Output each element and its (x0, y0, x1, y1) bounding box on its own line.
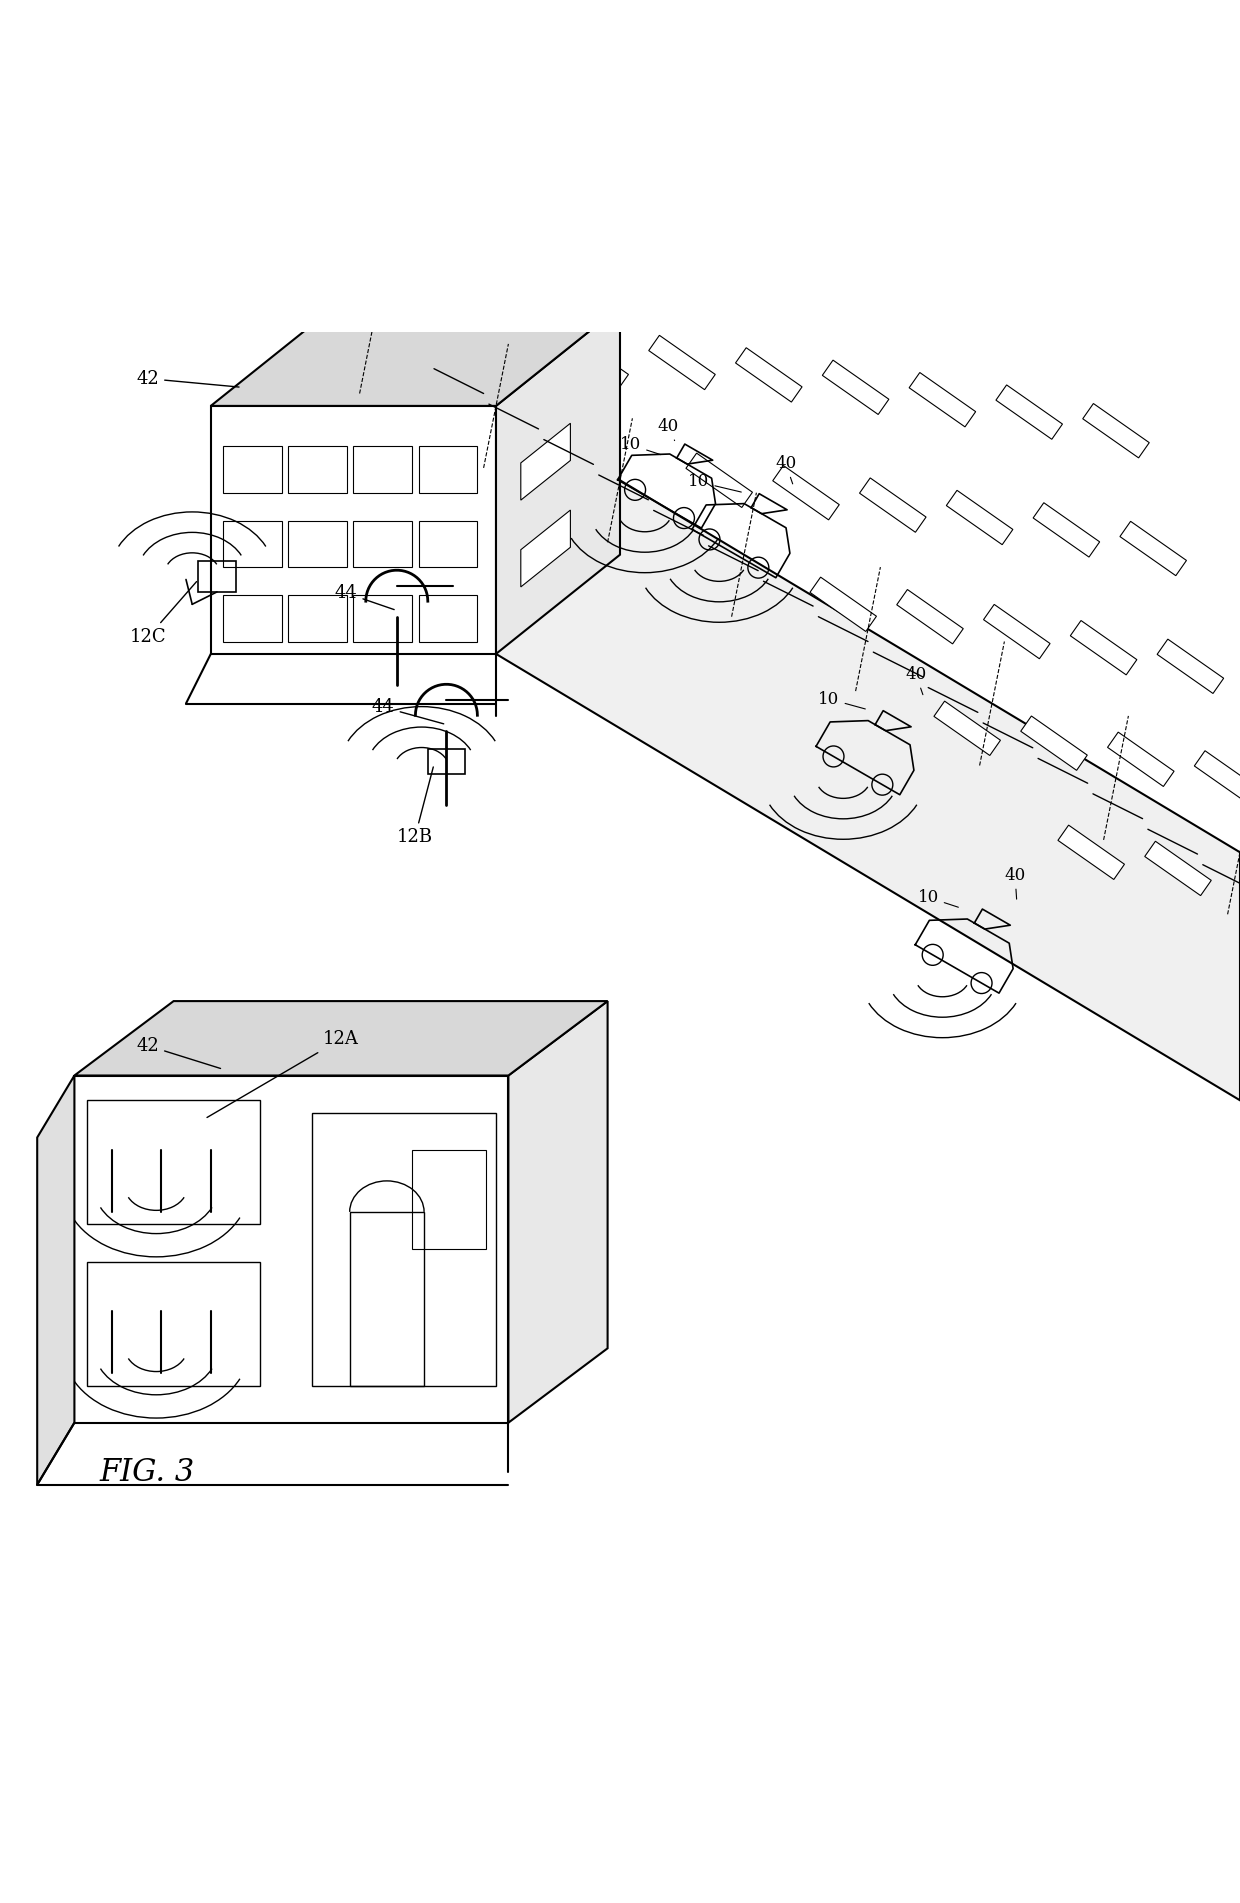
Polygon shape (810, 577, 877, 632)
Text: 44: 44 (335, 584, 394, 609)
Bar (419, 521, 477, 567)
Bar (428, 750, 465, 775)
Bar (87, 1262, 260, 1385)
Bar (223, 521, 283, 567)
Polygon shape (508, 1001, 608, 1423)
Text: 12A: 12A (207, 1031, 358, 1117)
Text: 44: 44 (372, 698, 444, 723)
Text: 40: 40 (775, 455, 796, 483)
Polygon shape (822, 360, 889, 415)
Polygon shape (211, 405, 496, 655)
Polygon shape (946, 491, 1013, 544)
Polygon shape (1070, 620, 1137, 676)
Text: 10: 10 (620, 436, 661, 455)
Polygon shape (1083, 403, 1149, 459)
Polygon shape (37, 1075, 74, 1484)
Bar (312, 1113, 496, 1385)
Bar (353, 521, 412, 567)
Text: 40: 40 (657, 417, 678, 441)
Text: 42: 42 (136, 369, 239, 388)
Text: 40: 40 (905, 666, 926, 695)
Bar (198, 561, 236, 592)
Bar (353, 596, 412, 641)
Polygon shape (372, 331, 1240, 1100)
Polygon shape (773, 466, 839, 520)
Polygon shape (649, 335, 715, 390)
Polygon shape (983, 605, 1050, 658)
Polygon shape (934, 700, 1001, 755)
Bar (419, 447, 477, 493)
Bar (419, 596, 477, 641)
Text: 12B: 12B (397, 767, 433, 847)
Polygon shape (521, 510, 570, 586)
Bar (289, 521, 347, 567)
Polygon shape (859, 478, 926, 533)
Polygon shape (496, 306, 620, 655)
Polygon shape (1157, 639, 1224, 693)
Polygon shape (211, 306, 620, 405)
Polygon shape (1058, 826, 1125, 879)
Polygon shape (735, 348, 802, 402)
Bar (353, 447, 412, 493)
Polygon shape (909, 373, 976, 426)
Text: 40: 40 (1004, 866, 1025, 898)
Polygon shape (1033, 502, 1100, 558)
Polygon shape (897, 590, 963, 643)
Polygon shape (562, 335, 629, 390)
Polygon shape (1107, 733, 1174, 786)
Text: 10: 10 (688, 474, 742, 493)
Bar (289, 447, 347, 493)
Text: 10: 10 (818, 691, 866, 710)
Bar (223, 596, 283, 641)
Polygon shape (521, 422, 570, 500)
Bar (412, 1149, 486, 1248)
Polygon shape (74, 1075, 508, 1423)
Bar (223, 447, 283, 493)
Bar (289, 596, 347, 641)
Polygon shape (1145, 841, 1211, 896)
Text: 10: 10 (918, 889, 959, 908)
Bar (350, 1212, 424, 1385)
Polygon shape (74, 1001, 608, 1075)
Polygon shape (1194, 750, 1240, 805)
Text: 42: 42 (136, 1037, 221, 1068)
Text: 12C: 12C (130, 582, 197, 645)
Polygon shape (686, 453, 753, 508)
Polygon shape (1021, 716, 1087, 771)
Text: FIG. 3: FIG. 3 (99, 1458, 195, 1488)
Polygon shape (1120, 521, 1187, 577)
Bar (87, 1100, 260, 1224)
Polygon shape (996, 384, 1063, 440)
